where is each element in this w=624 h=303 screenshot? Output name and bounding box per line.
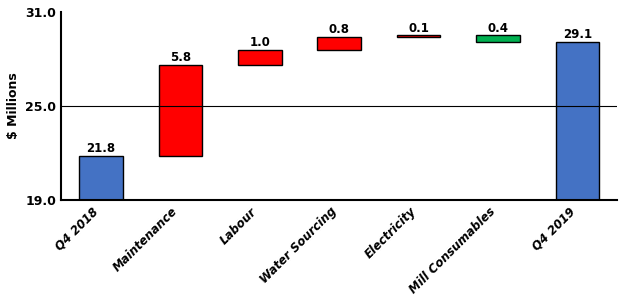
Bar	[397, 35, 441, 37]
Bar	[79, 156, 123, 200]
Text: 0.4: 0.4	[487, 22, 509, 35]
Bar	[476, 35, 520, 42]
Bar	[238, 50, 281, 65]
Text: 0.1: 0.1	[408, 22, 429, 35]
Text: 5.8: 5.8	[170, 51, 191, 64]
Text: 29.1: 29.1	[563, 28, 592, 41]
Bar	[555, 42, 599, 200]
Text: 0.8: 0.8	[329, 23, 349, 36]
Bar	[158, 65, 202, 156]
Y-axis label: $ Millions: $ Millions	[7, 73, 20, 139]
Text: 1.0: 1.0	[250, 36, 270, 48]
Bar	[318, 37, 361, 50]
Text: 21.8: 21.8	[87, 142, 115, 155]
